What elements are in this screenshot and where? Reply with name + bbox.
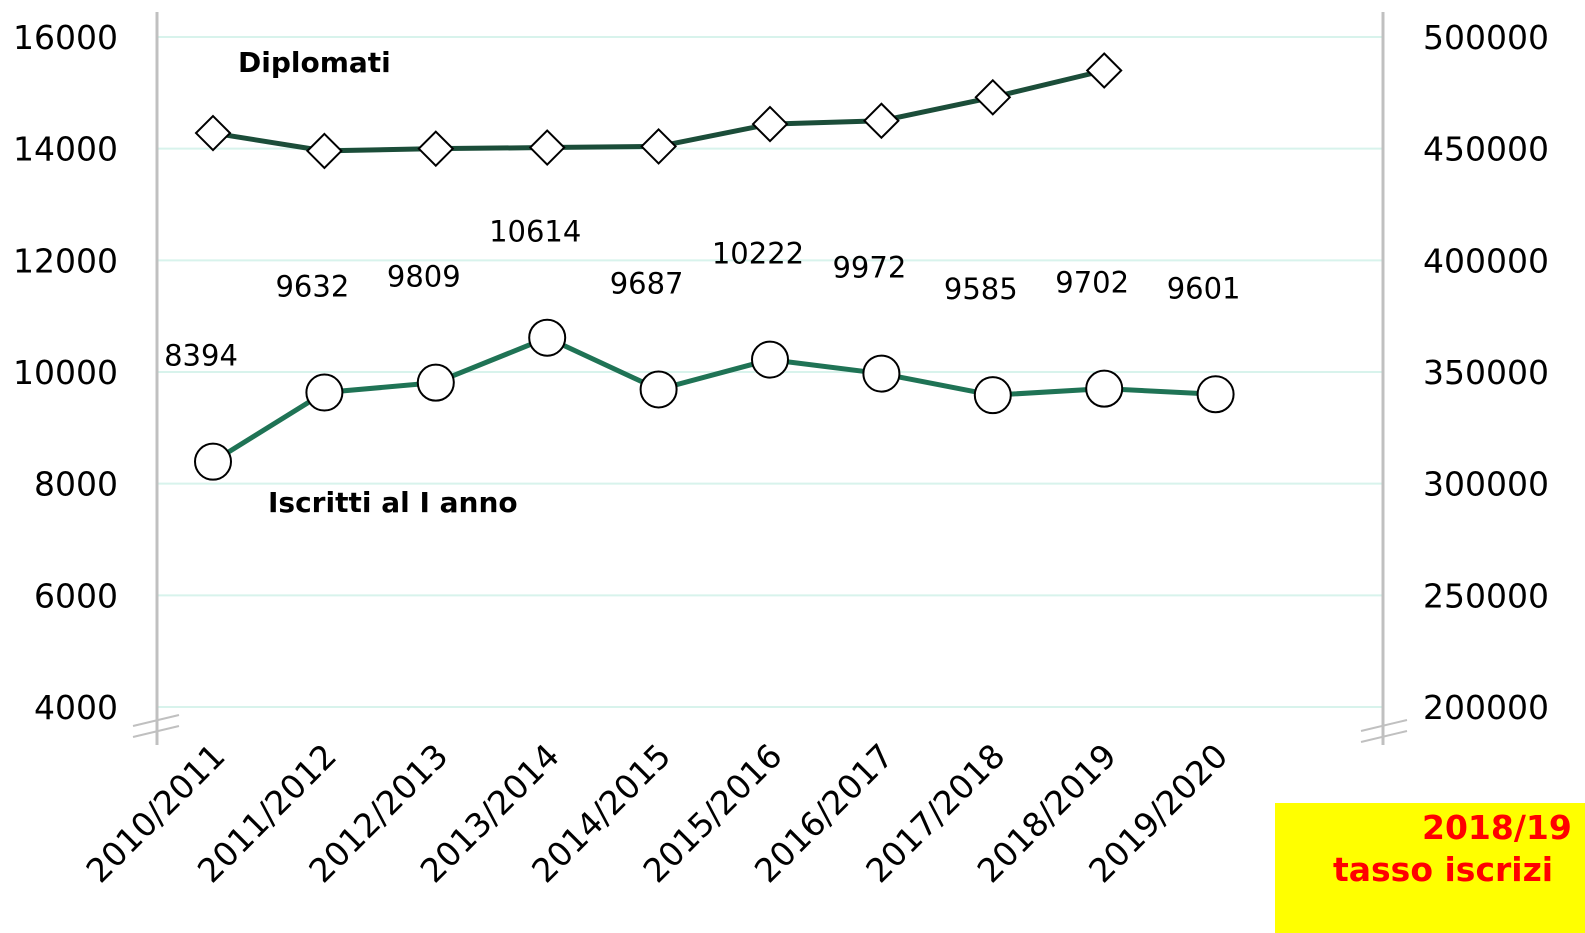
data-point <box>1085 369 1124 408</box>
y-right-tick-label: 450000 <box>1423 130 1549 169</box>
left-axis-break <box>132 725 180 738</box>
data-point <box>751 105 789 143</box>
data-label: 9601 <box>1167 271 1241 305</box>
y-left-tick-label: 14000 <box>13 130 118 169</box>
data-point <box>417 130 455 168</box>
data-label: 9585 <box>944 272 1018 306</box>
data-point <box>528 129 566 166</box>
note-line-1: 2018/19 <box>1422 808 1572 847</box>
y-right-tick-label: 250000 <box>1423 576 1549 615</box>
y-right-tick-label: 200000 <box>1423 688 1549 727</box>
data-label: 9809 <box>387 260 461 294</box>
data-point <box>305 132 343 170</box>
data-point <box>528 318 567 357</box>
data-label: 10222 <box>712 237 804 271</box>
y-left-tick-label: 12000 <box>13 241 118 280</box>
data-point <box>751 340 789 379</box>
data-point <box>305 373 344 412</box>
data-point <box>639 370 678 409</box>
data-point <box>194 442 232 481</box>
y-right-tick-label: 500000 <box>1423 18 1549 57</box>
data-label: 10614 <box>489 215 581 249</box>
data-label: 8394 <box>164 339 238 373</box>
data-labels: 8394 9632 9809 10614 9687 10222 9972 9585 9702 96… <box>164 215 1240 373</box>
data-point <box>1196 375 1235 414</box>
data-point <box>194 114 232 152</box>
right-axis-break <box>1360 730 1408 743</box>
y-left-tick-label: 6000 <box>34 576 118 615</box>
data-label: 9702 <box>1055 266 1129 300</box>
note-box: 2018/19 tasso iscrizi <box>1275 803 1585 933</box>
data-point <box>862 354 901 393</box>
series-label-iscritti: Iscritti al I anno <box>268 486 518 519</box>
data-label: 9972 <box>832 251 906 285</box>
series-label-diplomati: Diplomati <box>238 46 391 79</box>
axes <box>132 12 1408 745</box>
y-right-tick-label: 300000 <box>1423 465 1549 504</box>
data-point <box>416 363 455 402</box>
y-left-tick-label: 4000 <box>34 688 118 727</box>
series-line <box>211 335 1216 464</box>
tick-labels: 4000 6000 8000 10000 12000 14000 16000 200000 25… <box>13 18 1549 890</box>
y-right-tick-label: 400000 <box>1423 241 1549 280</box>
data-point <box>640 128 678 165</box>
data-point <box>973 376 1012 415</box>
y-left-tick-label: 8000 <box>34 465 118 504</box>
right-axis-break <box>1360 719 1408 732</box>
y-left-tick-label: 10000 <box>13 353 118 392</box>
data-point <box>974 78 1012 116</box>
data-point <box>1085 52 1123 89</box>
data-point <box>862 102 900 140</box>
series-markers <box>194 52 1235 481</box>
y-left-tick-label: 16000 <box>13 18 118 57</box>
left-axis-break <box>132 714 180 727</box>
data-label: 9632 <box>275 270 349 304</box>
y-right-tick-label: 350000 <box>1423 353 1549 392</box>
data-label: 9687 <box>610 266 684 300</box>
note-line-2: tasso iscrizi <box>1333 850 1554 889</box>
